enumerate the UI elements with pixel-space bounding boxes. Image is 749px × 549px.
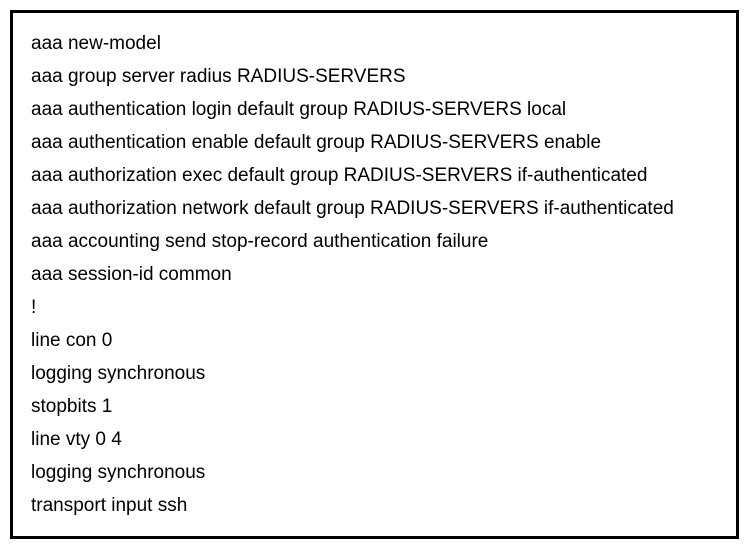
config-line: aaa authentication login default group R…: [31, 93, 718, 126]
config-line: aaa session-id common: [31, 258, 718, 291]
config-line: aaa authentication enable default group …: [31, 126, 718, 159]
config-line: line vty 0 4: [31, 423, 718, 456]
config-line: transport input ssh: [31, 489, 718, 522]
config-line: logging synchronous: [31, 456, 718, 489]
config-line: aaa accounting send stop-record authenti…: [31, 225, 718, 258]
config-line: stopbits 1: [31, 390, 718, 423]
config-line: !: [31, 291, 718, 324]
configuration-box: aaa new-model aaa group server radius RA…: [10, 10, 739, 539]
config-line: aaa group server radius RADIUS-SERVERS: [31, 60, 718, 93]
config-line: aaa authorization network default group …: [31, 192, 718, 225]
config-line: line con 0: [31, 324, 718, 357]
config-line: aaa authorization exec default group RAD…: [31, 159, 718, 192]
config-line: logging synchronous: [31, 357, 718, 390]
config-line: aaa new-model: [31, 27, 718, 60]
